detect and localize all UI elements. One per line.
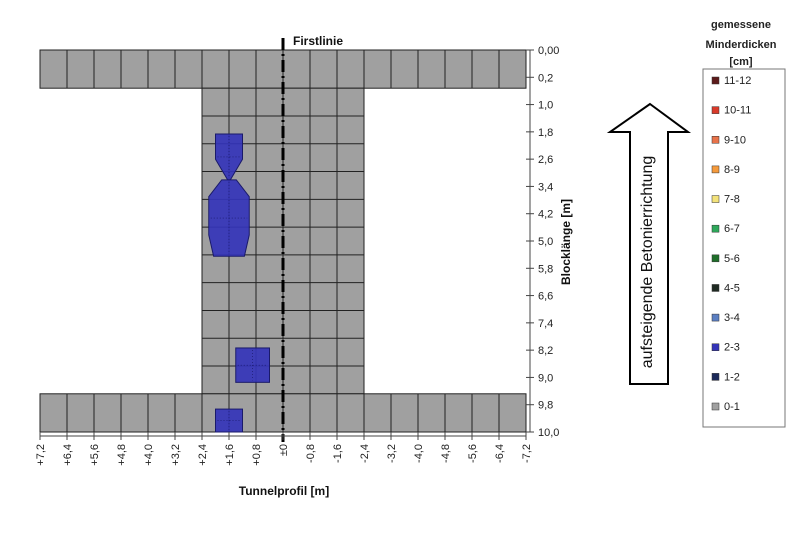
x-tick-label: +4,0: [143, 444, 155, 466]
x-tick-label: +4,8: [116, 444, 128, 466]
legend-box: [702, 68, 786, 428]
y-tick-label: 9,0: [538, 372, 553, 384]
legend-label: 9-10: [724, 134, 746, 146]
y-tick-label: 7,4: [538, 318, 553, 330]
x-tick-label: +5,6: [89, 444, 101, 466]
y-tick-label: 3,4: [538, 181, 553, 193]
x-tick-label: -6,4: [494, 444, 506, 463]
legend-swatch: [711, 402, 720, 411]
legend-swatch: [711, 76, 720, 85]
x-tick-label: -2,4: [359, 444, 371, 463]
x-tick-label: -7,2: [521, 444, 533, 463]
x-tick-label: -3,2: [386, 444, 398, 463]
y-axis-title: Blocklänge [m]: [559, 199, 573, 285]
legend-swatch: [711, 165, 720, 174]
x-axis-title: Tunnelprofil [m]: [239, 484, 329, 498]
x-tick-label: +6,4: [62, 444, 74, 466]
y-tick-label: 4,2: [538, 209, 553, 221]
legend-label: 3-4: [724, 312, 740, 324]
x-tick-label: +2,4: [197, 444, 209, 466]
y-tick-label: 5,8: [538, 263, 553, 275]
legend-label: 0-1: [724, 401, 740, 413]
centerline-label: Firstlinie: [293, 34, 343, 48]
legend-items: 11-12 10-11 9-10 8-9 7-8 6-7 5-6 4-5 3-4 2-3 1-2 0-…: [711, 75, 751, 413]
x-tick-label: +3,2: [170, 444, 182, 466]
legend-label: 6-7: [724, 223, 740, 235]
legend-label: 8-9: [724, 164, 740, 176]
y-tick-label: 8,2: [538, 345, 553, 357]
x-tick-label: ±0: [278, 444, 290, 456]
up-arrow: aufsteigende Betonierrichtung: [606, 102, 692, 385]
legend-label: 2-3: [724, 342, 740, 354]
legend-swatch: [711, 373, 720, 381]
legend-label: 10-11: [724, 105, 751, 117]
x-tick-label: +7,2: [35, 444, 47, 466]
legend-swatch: [711, 343, 720, 351]
y-tick-label: 5,0: [538, 236, 553, 248]
legend-title-line-2: Minderdicken: [706, 39, 777, 51]
y-tick-label: 2,6: [538, 154, 553, 166]
x-tick-label: +1,6: [224, 444, 236, 466]
y-tick-label: 1,0: [538, 100, 553, 112]
y-tick-label: 0,00: [538, 45, 559, 57]
x-tick-label: -4,8: [440, 444, 452, 463]
legend-swatch: [711, 224, 720, 233]
legend-label: 7-8: [724, 194, 740, 206]
legend-label: 5-6: [724, 253, 740, 265]
legend-swatch: [711, 195, 720, 203]
arrow-label: aufsteigende Betonierrichtung: [639, 156, 656, 369]
legend-swatch: [711, 136, 720, 144]
legend: gemessene Minderdicken [cm] 11-12 10-11 9-…: [702, 19, 786, 428]
x-tick-label: -1,6: [332, 444, 344, 463]
up-arrow-shape: [606, 102, 692, 385]
x-tick-label: +0,8: [251, 444, 263, 466]
y-axis: 0,00 0,2 1,0 1,8 2,6 3,4 4,2 5,0 5,8 6,6 7,4 8,2 9,0…: [526, 45, 559, 439]
y-tick-label: 10,0: [538, 427, 559, 439]
legend-swatch: [711, 106, 720, 114]
y-tick-label: 0,2: [538, 72, 553, 84]
legend-swatch: [711, 254, 720, 263]
legend-label: 1-2: [724, 371, 740, 383]
plot-anomalies: [208, 133, 270, 433]
x-axis: +7,2 +6,4 +5,6 +4,8 +4,0 +3,2 +2,4 +1,6 +0,8 ±0 -0…: [35, 432, 533, 466]
legend-label: 4-5: [724, 282, 740, 294]
x-tick-label: -5,6: [467, 444, 479, 463]
x-tick-label: -4,0: [413, 444, 425, 463]
legend-title-line-1: gemessene: [711, 19, 771, 31]
legend-swatch: [711, 284, 720, 292]
y-tick-label: 9,8: [538, 400, 553, 412]
x-tick-label: -0,8: [305, 444, 317, 463]
y-tick-label: 1,8: [538, 127, 553, 139]
y-tick-label: 6,6: [538, 291, 553, 303]
legend-label: 11-12: [724, 75, 751, 87]
legend-swatch: [711, 313, 720, 322]
legend-title-line-3: [cm]: [729, 56, 753, 68]
